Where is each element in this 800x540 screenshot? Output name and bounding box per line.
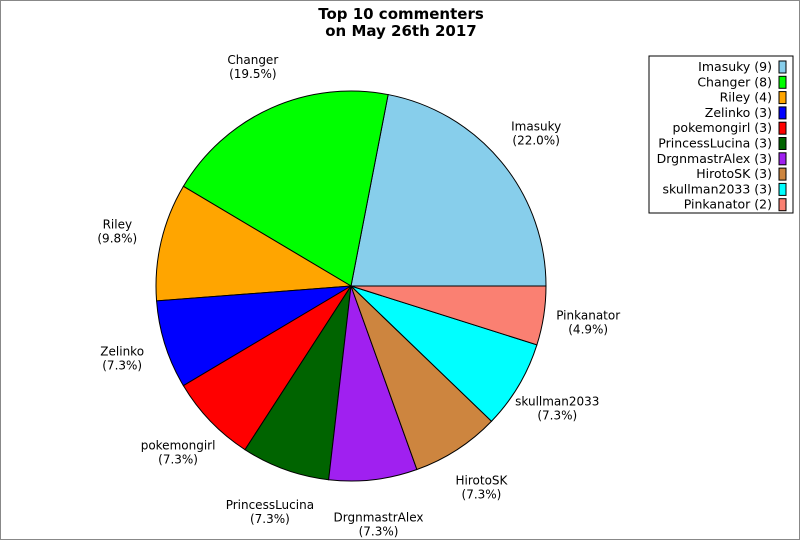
legend-entry-label: HirotoSK (3) <box>696 166 772 181</box>
pie-slice-Imasuky <box>350 93 547 287</box>
chart-title-line-1: Top 10 commenters <box>318 5 484 23</box>
legend-entry-label: Zelinko (3) <box>705 105 772 120</box>
legend-entry-label: PrincessLucina (3) <box>658 136 772 151</box>
legend-entry-label: Changer (8) <box>697 74 772 89</box>
slice-label-percent: (7.3%) <box>537 409 577 423</box>
slice-label-percent: (19.5%) <box>229 67 276 81</box>
slice-label-percent: (7.3%) <box>158 452 198 466</box>
slice-label-name: HirotoSK <box>456 473 509 487</box>
slice-label-name: Changer <box>227 53 278 67</box>
slice-label-percent: (22.0%) <box>512 133 559 147</box>
pie-slice-Changer <box>182 90 389 287</box>
legend-entry-label: skullman2033 (3) <box>663 181 773 196</box>
slice-label-percent: (7.3%) <box>102 358 142 372</box>
legend-swatch <box>778 167 787 181</box>
slice-label-percent: (4.9%) <box>568 323 608 337</box>
legend-swatch <box>778 121 787 135</box>
legend-swatch <box>778 198 787 212</box>
legend-entry-label: Imasuky (9) <box>698 59 772 74</box>
legend-entry-label: Pinkanator (2) <box>684 197 772 212</box>
slice-label-percent: (7.3%) <box>250 512 290 526</box>
legend-swatch <box>778 60 787 74</box>
legend-swatch <box>778 152 787 166</box>
legend-entry-label: Riley (4) <box>720 90 772 105</box>
pie-slice-Pinkanator <box>350 285 547 346</box>
slice-label-percent: (7.3%) <box>462 487 502 501</box>
chart-title-line-2: on May 26th 2017 <box>325 22 477 40</box>
legend-swatch <box>778 137 787 150</box>
slice-label-name: Riley <box>103 217 133 231</box>
slice-label-name: Zelinko <box>100 344 144 358</box>
slice-label-name: Pinkanator <box>556 309 620 323</box>
slice-label-name: skullman2033 <box>515 395 599 409</box>
slice-label-name: Imasuky <box>511 119 561 133</box>
pie-slices <box>155 90 547 482</box>
legend-swatch <box>778 182 787 196</box>
slice-label-name: PrincessLucina <box>226 498 314 512</box>
slice-labels: Imasuky(22.0%) Changer(19.5%) Riley(9.8%) Z… <box>97 53 620 538</box>
legend-box <box>648 55 794 214</box>
legend: Imasuky (9)Changer (8)Riley (4)Zelinko (… <box>648 55 794 214</box>
legend-swatch <box>778 75 787 89</box>
slice-label-percent: (7.3%) <box>359 524 399 538</box>
legend-entry-label: DrgnmastrAlex (3) <box>657 151 772 166</box>
slice-label-percent: (9.8%) <box>97 231 137 245</box>
pie-slice-Riley <box>155 185 353 302</box>
legend-swatch <box>778 106 787 120</box>
legend-entry-label: pokemongirl (3) <box>672 120 772 135</box>
slice-label-name: DrgnmastrAlex <box>334 510 424 524</box>
slice-label-name: pokemongirl <box>141 438 216 452</box>
legend-swatch <box>778 91 787 105</box>
